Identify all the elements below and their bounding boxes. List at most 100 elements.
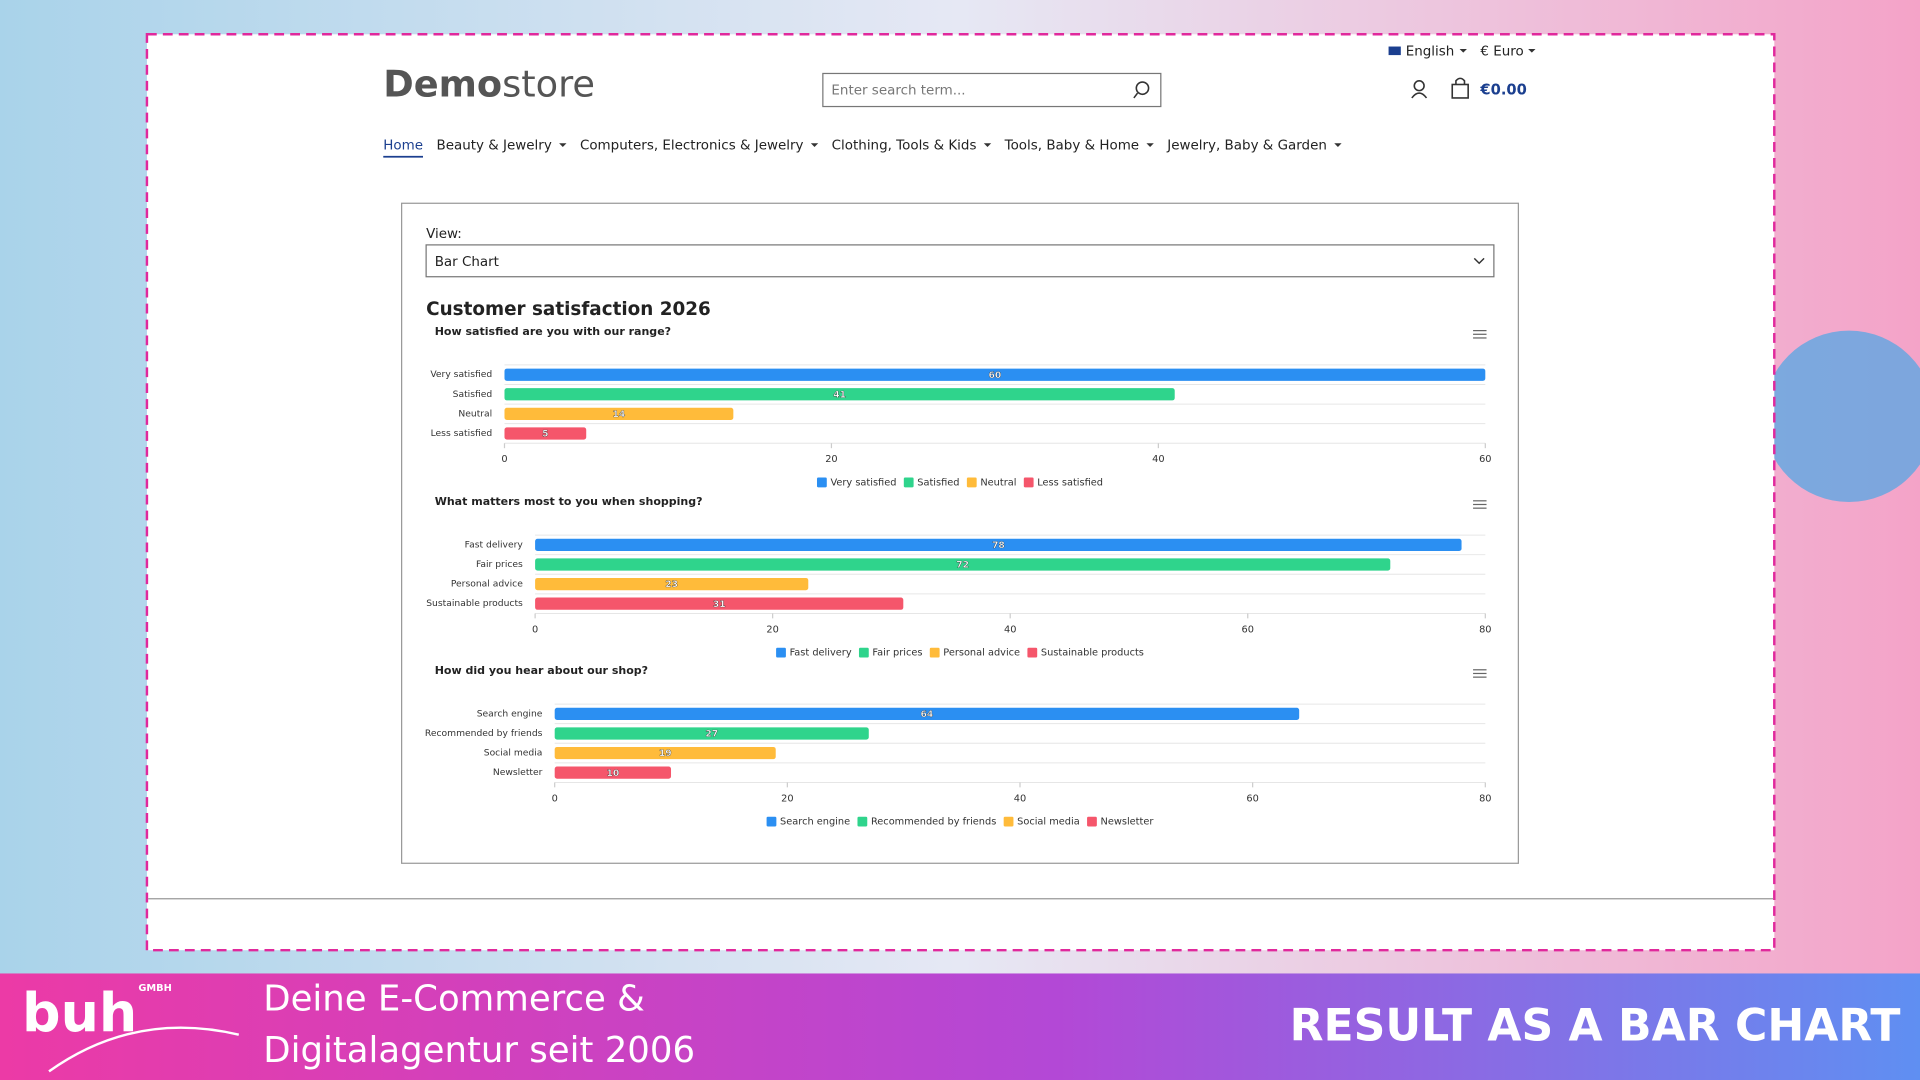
x-tick-label: 40 [1004, 624, 1016, 635]
y-tick-label: Personal advice [451, 579, 523, 590]
bar [504, 427, 587, 440]
data-label: 10 [606, 768, 619, 779]
data-label: 64 [921, 709, 934, 720]
caret [1459, 48, 1467, 53]
legend-swatch[interactable] [857, 816, 868, 827]
search-box[interactable] [822, 72, 1162, 108]
legend-swatch[interactable] [1003, 816, 1014, 827]
nav-item[interactable]: Clothing, Tools & Kids [832, 139, 977, 154]
nav-item[interactable]: Jewelry, Baby & Garden [1166, 139, 1327, 154]
y-tick-label: Less satisfied [431, 428, 493, 439]
logo[interactable]: Demostore [383, 62, 595, 105]
y-tick-label: Social media [484, 748, 543, 759]
legend-label[interactable]: Recommended by friends [871, 817, 996, 828]
data-label: 5 [542, 429, 548, 440]
legend-label[interactable]: Social media [1017, 817, 1080, 828]
legend-swatch[interactable] [776, 647, 786, 658]
x-tick-label: 60 [1246, 793, 1258, 804]
nav-item[interactable]: Beauty & Jewelry [436, 139, 551, 154]
select-caret [1473, 257, 1485, 265]
legend-swatch[interactable] [766, 816, 777, 827]
x-tick-label: 0 [552, 793, 558, 804]
legend-label[interactable]: Sustainable products [1041, 648, 1144, 659]
data-label: 41 [833, 389, 846, 400]
bar [554, 727, 869, 740]
legend-swatch[interactable] [858, 647, 869, 658]
nav-item[interactable]: Home [383, 139, 423, 154]
banner-tagline: Deine E-Commerce & [263, 978, 645, 1019]
data-label: 60 [989, 370, 1002, 381]
bar [535, 538, 1462, 552]
x-tick-label: 20 [825, 454, 837, 465]
y-tick-label: Very satisfied [430, 369, 492, 380]
search-icon[interactable] [1135, 81, 1150, 96]
banner-logo-suffix: GMBH [138, 983, 171, 994]
y-tick-label: Neutral [458, 408, 492, 419]
data-label: 19 [659, 748, 672, 759]
legend-label[interactable]: Less satisfied [1037, 477, 1103, 488]
bar [554, 766, 672, 779]
banner-tagline: Digitalagentur seit 2006 [263, 1030, 695, 1071]
legend-label[interactable]: Neutral [980, 477, 1016, 488]
data-label: 72 [956, 560, 969, 571]
chart-title: What matters most to you when shopping? [435, 495, 703, 508]
logo-swoosh [48, 1026, 240, 1073]
legend-label[interactable]: Satisfied [917, 477, 959, 488]
legend-label[interactable]: Fair prices [872, 648, 922, 659]
banner-headline: RESULT AS A BAR CHART [1290, 1001, 1901, 1052]
legend-label[interactable]: Fast delivery [790, 648, 852, 659]
main-nav: Home Beauty & Jewelry Computers, Electroni… [383, 139, 1342, 158]
flag [1388, 46, 1401, 56]
legend-label[interactable]: Search engine [780, 817, 850, 828]
bar [504, 388, 1175, 401]
view-selected: Bar Chart [435, 255, 499, 270]
legend-swatch[interactable] [1027, 647, 1038, 658]
bar [535, 558, 1391, 571]
y-tick-label: Fair prices [476, 559, 523, 570]
legend-swatch[interactable] [816, 477, 827, 488]
data-label: 78 [992, 540, 1005, 551]
y-tick-label: Fast delivery [465, 539, 524, 550]
y-tick-label: Recommended by friends [425, 728, 543, 739]
bar [535, 597, 904, 610]
bar [504, 407, 734, 420]
legend-swatch[interactable] [966, 477, 977, 488]
y-tick-label: Sustainable products [426, 598, 523, 609]
caret [983, 143, 992, 147]
x-tick-label: 80 [1479, 624, 1491, 635]
view-select[interactable] [425, 244, 1495, 278]
bar [554, 746, 776, 760]
y-tick-label: Newsletter [493, 767, 543, 778]
x-tick-label: 40 [1014, 793, 1026, 804]
legend-swatch[interactable] [903, 477, 914, 488]
bar [554, 707, 1300, 720]
x-tick-label: 0 [501, 454, 507, 465]
cart-icon[interactable] [1451, 83, 1469, 99]
nav-item[interactable]: Tools, Baby & Home [1004, 139, 1139, 154]
x-tick-label: 60 [1479, 454, 1491, 465]
banner-logo: buh [22, 981, 137, 1044]
legend-swatch[interactable] [1023, 477, 1034, 488]
cart-total[interactable]: €0.00 [1479, 82, 1526, 99]
x-tick-label: 40 [1152, 454, 1164, 465]
heading: Customer satisfaction 2026 [426, 299, 711, 320]
account-icon[interactable] [1413, 80, 1425, 92]
chart-title: How did you hear about our shop? [435, 664, 648, 677]
search-icon [1133, 92, 1139, 99]
data-label: 23 [665, 579, 678, 590]
x-tick-label: 20 [781, 793, 793, 804]
bar [504, 368, 1486, 381]
currency[interactable]: € Euro [1480, 44, 1523, 59]
legend-swatch[interactable] [929, 647, 940, 658]
legend-label[interactable]: Personal advice [943, 648, 1020, 659]
legend-label[interactable]: Newsletter [1101, 817, 1155, 828]
legend-label[interactable]: Very satisfied [830, 477, 896, 488]
nav-item[interactable]: Computers, Electronics & Jewelry [580, 139, 804, 154]
language[interactable]: English [1406, 44, 1455, 59]
caret [1528, 48, 1536, 53]
legend-swatch[interactable] [1087, 816, 1097, 827]
decor [1763, 330, 1920, 503]
caret [1334, 143, 1342, 147]
